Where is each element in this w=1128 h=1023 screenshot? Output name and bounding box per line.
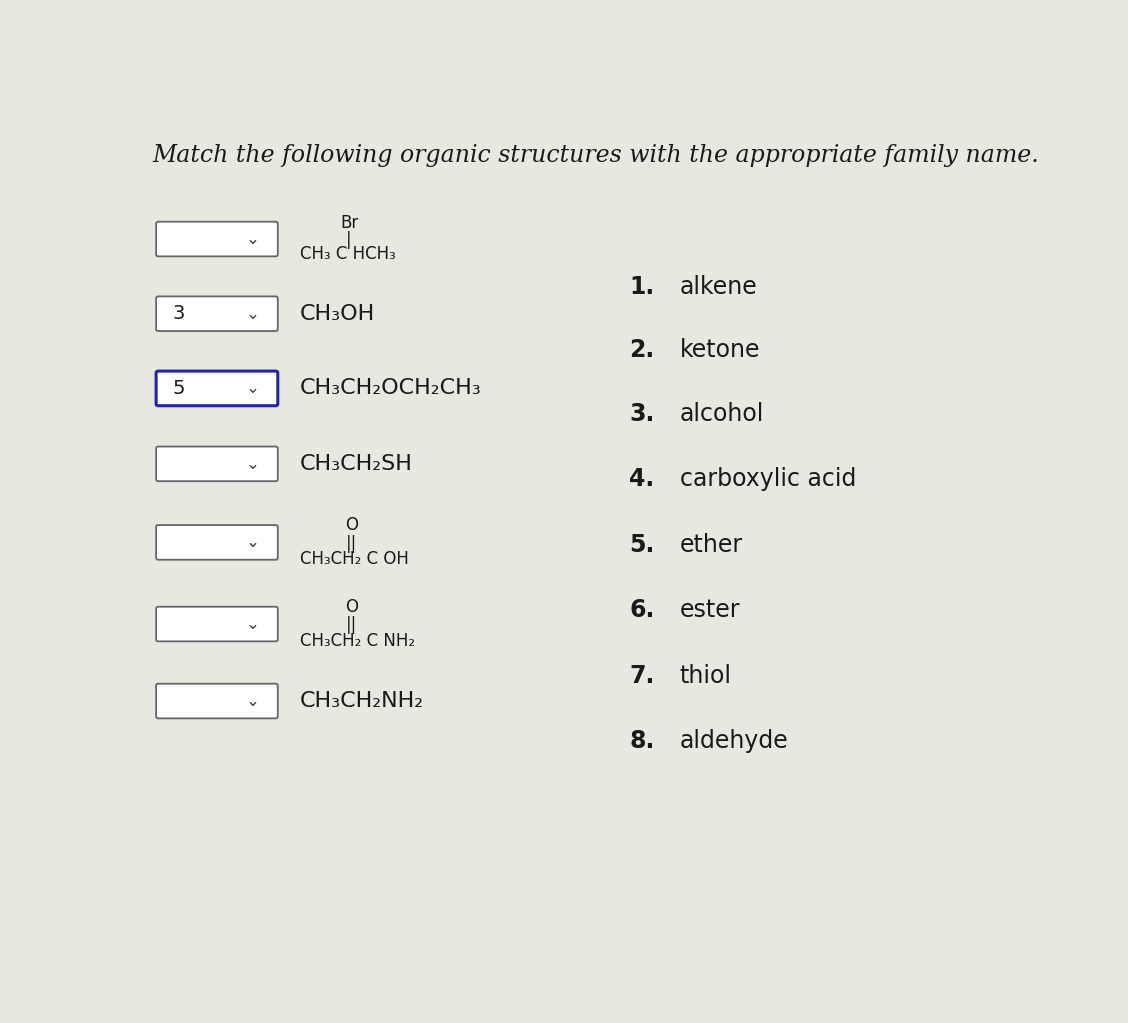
Text: 3.: 3. <box>629 402 654 426</box>
FancyBboxPatch shape <box>156 525 277 560</box>
FancyBboxPatch shape <box>156 607 277 641</box>
Text: ⌄: ⌄ <box>246 230 259 248</box>
Text: ether: ether <box>680 533 742 557</box>
Text: CH₃CH₂NH₂: CH₃CH₂NH₂ <box>300 691 424 711</box>
Text: CH₃CH₂ C OH: CH₃CH₂ C OH <box>300 550 408 568</box>
Text: ⌄: ⌄ <box>246 380 259 397</box>
Text: 5: 5 <box>171 379 185 398</box>
Text: 5.: 5. <box>629 533 654 557</box>
Text: CH₃OH: CH₃OH <box>300 304 376 323</box>
FancyBboxPatch shape <box>156 222 277 257</box>
Text: ketone: ketone <box>680 338 760 362</box>
Text: CH₃CH₂OCH₂CH₃: CH₃CH₂OCH₂CH₃ <box>300 379 482 398</box>
Text: Br: Br <box>341 215 359 232</box>
Text: 2.: 2. <box>629 338 654 362</box>
Text: 3: 3 <box>171 304 184 323</box>
Text: ester: ester <box>680 598 740 622</box>
Text: O: O <box>345 597 358 616</box>
Text: ⌄: ⌄ <box>246 533 259 551</box>
FancyBboxPatch shape <box>156 297 277 331</box>
Text: |: | <box>346 231 352 250</box>
Text: ⌄: ⌄ <box>246 615 259 633</box>
Text: ||: || <box>346 535 358 552</box>
Text: O: O <box>345 517 358 534</box>
Text: 7.: 7. <box>629 664 654 687</box>
Text: alcohol: alcohol <box>680 402 764 426</box>
Text: CH₃CH₂ C NH₂: CH₃CH₂ C NH₂ <box>300 632 415 650</box>
Text: ⌄: ⌄ <box>246 305 259 322</box>
FancyBboxPatch shape <box>156 447 277 481</box>
Text: 8.: 8. <box>629 729 654 753</box>
FancyBboxPatch shape <box>156 683 277 718</box>
Text: CH₃CH₂SH: CH₃CH₂SH <box>300 454 413 474</box>
FancyBboxPatch shape <box>156 371 277 406</box>
Text: alkene: alkene <box>680 275 757 299</box>
Text: 4.: 4. <box>629 468 654 491</box>
Text: 6.: 6. <box>629 598 654 622</box>
Text: Match the following organic structures with the appropriate family name.: Match the following organic structures w… <box>152 144 1039 168</box>
Text: ||: || <box>346 616 358 634</box>
Text: carboxylic acid: carboxylic acid <box>680 468 856 491</box>
Text: CH₃ C HCH₃: CH₃ C HCH₃ <box>300 246 396 263</box>
Text: aldehyde: aldehyde <box>680 729 788 753</box>
Text: ⌄: ⌄ <box>246 455 259 473</box>
Text: ⌄: ⌄ <box>246 692 259 710</box>
Text: thiol: thiol <box>680 664 732 687</box>
Text: 1.: 1. <box>629 275 654 299</box>
